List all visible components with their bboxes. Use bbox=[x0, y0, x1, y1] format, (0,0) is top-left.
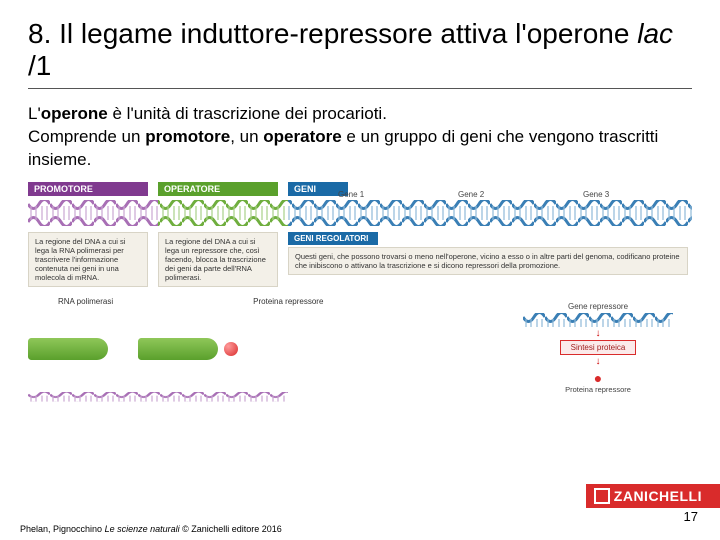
p2d: operatore bbox=[263, 127, 341, 146]
regulator-genes-panel: Gene repressore ↓ Sintesi proteica ↓ ● P… bbox=[518, 302, 720, 395]
gene2-label: Gene 2 bbox=[458, 190, 484, 199]
label-rna-polimerasi: RNA polimerasi bbox=[58, 297, 113, 306]
operon-diagram: PROMOTORE OPERATORE GENI Gene 1 Gene 2 G… bbox=[28, 182, 692, 413]
rna-polymerase-icon bbox=[28, 338, 108, 366]
page-number: 17 bbox=[684, 509, 698, 524]
gene-repressore-title: Gene repressore bbox=[568, 302, 628, 311]
gene1-label: Gene 1 bbox=[338, 190, 364, 199]
title-suffix: /1 bbox=[28, 50, 51, 81]
slide-title: 8. Il legame induttore-repressore attiva… bbox=[28, 18, 692, 82]
gene3-label: Gene 3 bbox=[583, 190, 609, 199]
desc-regolatori: Questi geni, che possono trovarsi o meno… bbox=[288, 247, 688, 275]
label-operatore: OPERATORE bbox=[158, 182, 278, 196]
arrow-down-icon: ↓ bbox=[596, 356, 601, 367]
mini-dna-1 bbox=[523, 313, 673, 327]
label-promotore: PROMOTORE bbox=[28, 182, 148, 196]
arrow-down-icon: ↓ bbox=[596, 328, 601, 339]
label-proteina-repressore: Proteina repressore bbox=[253, 297, 323, 306]
p1b: operone bbox=[41, 104, 108, 123]
label-regolatori: GENI REGOLATORI bbox=[288, 232, 378, 245]
p2a: Comprende un bbox=[28, 127, 145, 146]
desc-operatore: La regione del DNA a cui si lega un repr… bbox=[158, 232, 278, 287]
desc-regolatori-wrap: GENI REGOLATORI Questi geni, che possono… bbox=[288, 232, 688, 287]
p2b: promotore bbox=[145, 127, 230, 146]
credit-line: Phelan, Pignocchino Le scienze naturali … bbox=[20, 524, 282, 534]
credit-title: Le scienze naturali bbox=[105, 524, 180, 534]
gene-repressore-block: Gene repressore ↓ Sintesi proteica ↓ ● P… bbox=[518, 302, 678, 395]
credit-rest: © Zanichelli editore 2016 bbox=[180, 524, 282, 534]
dna-helix bbox=[28, 200, 692, 226]
description-row: La regione del DNA a cui si lega la RNA … bbox=[28, 232, 692, 287]
dna-strand-row: Gene 1 Gene 2 Gene 3 bbox=[28, 198, 692, 228]
repressor-protein-icon bbox=[138, 338, 218, 366]
title-italic: lac bbox=[637, 18, 673, 49]
repressor-result-label: Proteina repressore bbox=[565, 386, 631, 394]
publisher-brand: ZANICHELLI bbox=[586, 484, 720, 508]
title-box: 8. Il legame induttore-repressore attiva… bbox=[28, 18, 692, 89]
sintesi-box-1: Sintesi proteica bbox=[560, 340, 637, 355]
repressor-result-icon: ● bbox=[594, 370, 602, 386]
credit-authors: Phelan, Pignocchino bbox=[20, 524, 105, 534]
p2c: , un bbox=[230, 127, 263, 146]
desc-promotore: La regione del DNA a cui si lega la RNA … bbox=[28, 232, 148, 287]
p1c: è l'unità di trascrizione dei procarioti… bbox=[108, 104, 387, 123]
p1a: L' bbox=[28, 104, 41, 123]
title-prefix: 8. Il legame induttore-repressore attiva… bbox=[28, 18, 637, 49]
paragraph: L'operone è l'unità di trascrizione dei … bbox=[28, 103, 692, 172]
dna-strand-bottom bbox=[28, 392, 288, 408]
protein-row: Gene repressore ↓ Sintesi proteica ↓ ● P… bbox=[28, 308, 692, 395]
